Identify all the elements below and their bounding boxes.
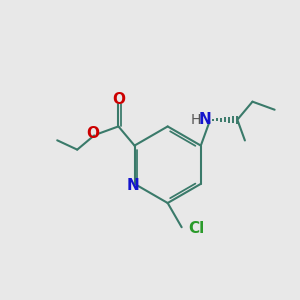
Text: N: N — [199, 112, 211, 127]
Text: Cl: Cl — [188, 221, 204, 236]
Text: O: O — [112, 92, 125, 106]
Text: H: H — [191, 113, 201, 127]
Text: O: O — [86, 126, 99, 141]
Text: N: N — [127, 178, 140, 193]
